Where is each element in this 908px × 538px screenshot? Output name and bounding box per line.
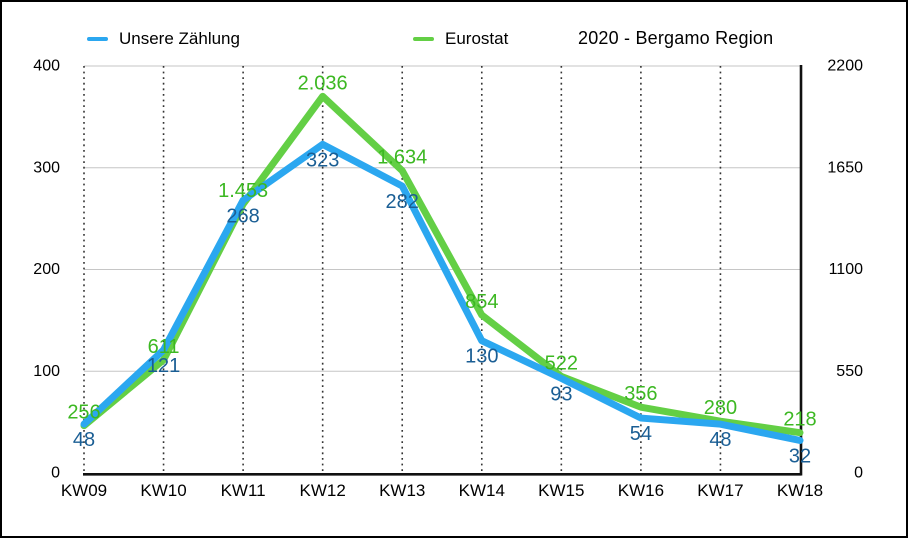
x-axis-tick-label: KW18 bbox=[777, 481, 823, 500]
legend-swatch-green bbox=[413, 37, 434, 41]
right-axis-tick-label: 1650 bbox=[827, 159, 863, 176]
data-point-label: 1.453 bbox=[218, 180, 268, 202]
left-axis-tick-label: 0 bbox=[51, 465, 60, 482]
x-axis-tick-label: KW17 bbox=[697, 481, 743, 500]
x-axis-tick-label: KW10 bbox=[140, 481, 186, 500]
left-axis-tick-label: 200 bbox=[33, 261, 60, 278]
data-point-label: 32 bbox=[789, 445, 811, 467]
left-axis-tick-label: 100 bbox=[33, 363, 60, 380]
data-point-label: 522 bbox=[545, 352, 578, 374]
data-point-label: 256 bbox=[67, 402, 100, 424]
x-axis-tick-label: KW15 bbox=[538, 481, 584, 500]
data-point-label: 356 bbox=[624, 383, 657, 405]
x-axis-tick-label: KW12 bbox=[300, 481, 346, 500]
legend-swatch-blue bbox=[87, 37, 108, 41]
data-point-label: 218 bbox=[783, 409, 816, 431]
legend-item-unsere-zaehlung: Unsere Zählung bbox=[87, 29, 240, 49]
data-point-label: 282 bbox=[386, 191, 419, 213]
data-point-label: 48 bbox=[709, 429, 731, 451]
data-point-label: 280 bbox=[704, 397, 737, 419]
data-point-label: 121 bbox=[147, 355, 180, 377]
series-line-unsere-z-hlung bbox=[80, 140, 804, 444]
data-point-label: 130 bbox=[465, 346, 498, 368]
right-axis-tick-label: 0 bbox=[854, 465, 863, 482]
legend-item-eurostat: Eurostat bbox=[413, 29, 508, 49]
data-point-label: 93 bbox=[550, 383, 572, 405]
legend-label-eurostat: Eurostat bbox=[445, 29, 509, 48]
chart-title: 2020 - Bergamo Region bbox=[578, 28, 774, 48]
left-axis-tick-label: 300 bbox=[33, 159, 60, 176]
right-axis-tick-label: 2200 bbox=[827, 58, 863, 75]
data-point-label: 854 bbox=[465, 291, 498, 313]
x-axis-tick-label: KW14 bbox=[459, 481, 505, 500]
data-point-label: 268 bbox=[226, 205, 259, 227]
data-point-label: 54 bbox=[630, 423, 652, 445]
x-axis-tick-label: KW11 bbox=[221, 481, 266, 500]
data-point-label: 1.634 bbox=[377, 147, 427, 169]
right-axis-tick-label: 1100 bbox=[829, 261, 864, 278]
x-axis-tick-label: KW09 bbox=[61, 481, 107, 500]
data-point-label: 611 bbox=[148, 336, 180, 358]
left-axis-tick-label: 400 bbox=[33, 58, 60, 75]
data-point-label: 2.036 bbox=[298, 72, 348, 94]
right-axis-tick-label: 550 bbox=[836, 363, 863, 380]
data-point-label: 323 bbox=[306, 149, 339, 171]
x-axis-tick-label: KW16 bbox=[618, 481, 664, 500]
x-axis-tick-label: KW13 bbox=[379, 481, 425, 500]
data-point-label: 48 bbox=[73, 429, 95, 451]
legend-label-unsere-zaehlung: Unsere Zählung bbox=[119, 29, 240, 48]
